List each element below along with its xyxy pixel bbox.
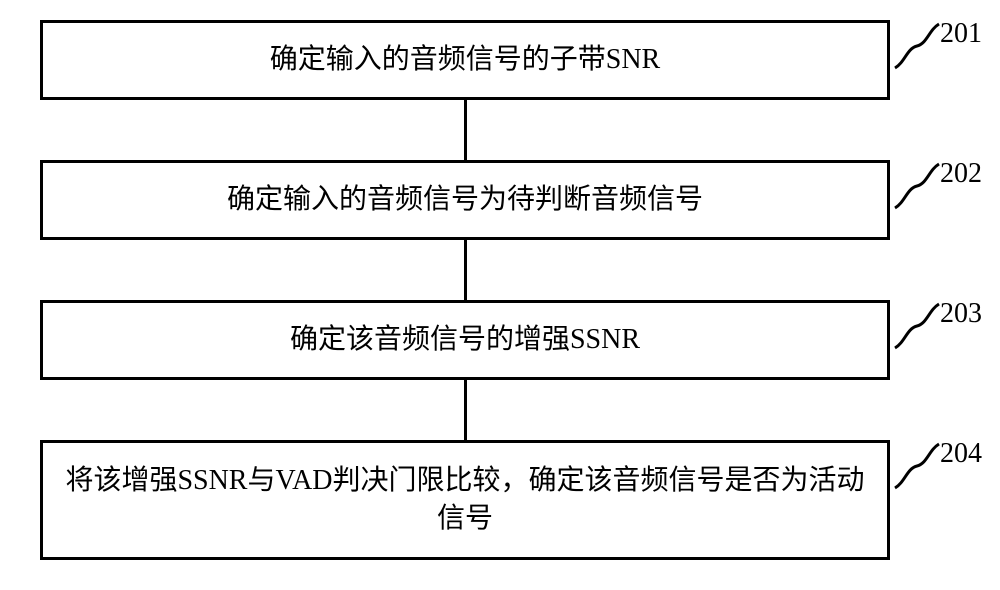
flow-step-text: 确定该音频信号的增强SSNR (290, 321, 640, 359)
flow-connector (464, 240, 467, 300)
flowchart-container: 确定输入的音频信号的子带SNR 201 确定输入的音频信号为待判断音频信号 202 确定… (0, 0, 1000, 590)
step-label: 203 (940, 298, 982, 330)
flow-step-3: 确定该音频信号的增强SSNR (40, 300, 890, 380)
flow-connector (464, 100, 467, 160)
step-label: 202 (940, 158, 982, 190)
flow-step-text: 将该增强SSNR与VAD判决门限比较，确定该音频信号是否为活动信号 (63, 462, 867, 538)
flow-connector (464, 380, 467, 440)
flow-step-text: 确定输入的音频信号的子带SNR (270, 41, 660, 79)
step-brace-icon (893, 22, 943, 70)
step-label: 204 (940, 438, 982, 470)
step-label: 201 (940, 18, 982, 50)
step-brace-icon (893, 442, 943, 490)
step-brace-icon (893, 302, 943, 350)
flow-step-1: 确定输入的音频信号的子带SNR (40, 20, 890, 100)
flow-step-text: 确定输入的音频信号为待判断音频信号 (227, 181, 703, 219)
flow-step-4: 将该增强SSNR与VAD判决门限比较，确定该音频信号是否为活动信号 (40, 440, 890, 560)
flow-step-2: 确定输入的音频信号为待判断音频信号 (40, 160, 890, 240)
step-brace-icon (893, 162, 943, 210)
